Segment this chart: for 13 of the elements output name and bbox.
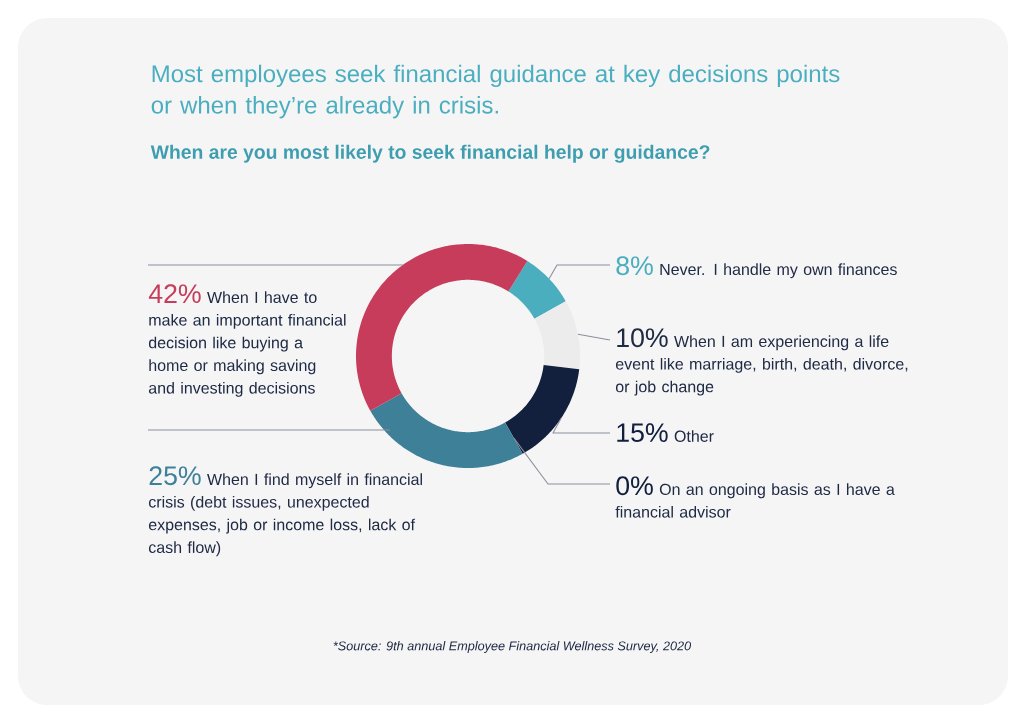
data-label: 8% (616, 256, 653, 276)
text: *Source: 9th annual Employee Financial Wellness Survey, 2020 (333, 641, 692, 653)
chart-subtitle: When are you most likely to seek financial help or guidance? (150, 144, 710, 163)
data-label: 42% (148, 284, 201, 304)
category-label: On an ongoing basis as I have a (659, 483, 895, 499)
data-label: 10% (617, 328, 668, 348)
data-label: 15% (617, 423, 668, 443)
slice-label: Other (674, 430, 714, 442)
slice-label: Never. I handle my own finances (660, 263, 897, 279)
text: 0% (616, 476, 653, 496)
data-label: 25% (149, 466, 201, 486)
category-label: financial advisor (615, 505, 731, 518)
chart-title: Most employees seek financial guidance at key decisions points or when they’re already in crisis. (151, 64, 840, 119)
